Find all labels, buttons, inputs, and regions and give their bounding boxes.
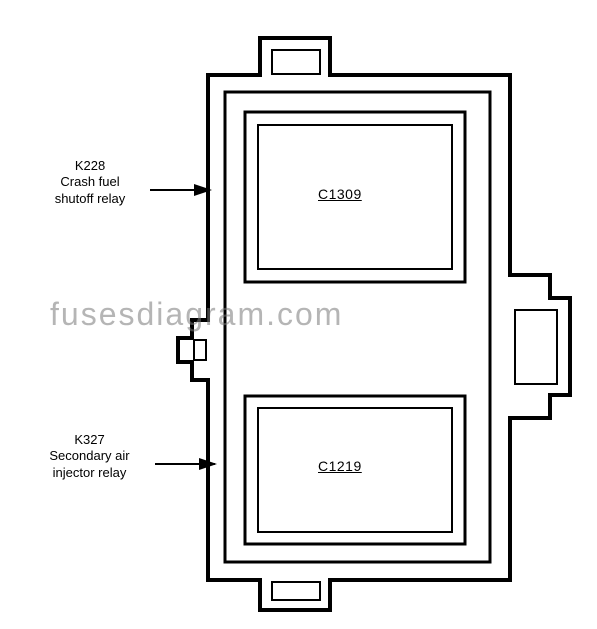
label-line: K228	[30, 158, 150, 174]
label-line: Secondary air	[22, 448, 157, 464]
housing-right_tab_inner	[515, 310, 557, 384]
housing-bottom_tab_inner	[272, 582, 320, 600]
label-line: Crash fuel	[30, 174, 150, 190]
label-line: injector relay	[22, 465, 157, 481]
relay-code-top: C1309	[318, 186, 362, 202]
label-secondary-air-injector: K327 Secondary air injector relay	[22, 432, 157, 481]
label-line: K327	[22, 432, 157, 448]
housing-top_tab_inner	[272, 50, 320, 74]
label-line: shutoff relay	[30, 191, 150, 207]
housing-left_tab_inner	[194, 340, 206, 360]
relay-diagram: K228 Crash fuel shutoff relay K327 Secon…	[0, 0, 597, 629]
diagram-svg	[0, 0, 597, 629]
relay-code-bottom: C1219	[318, 458, 362, 474]
label-crash-fuel-shutoff: K228 Crash fuel shutoff relay	[30, 158, 150, 207]
